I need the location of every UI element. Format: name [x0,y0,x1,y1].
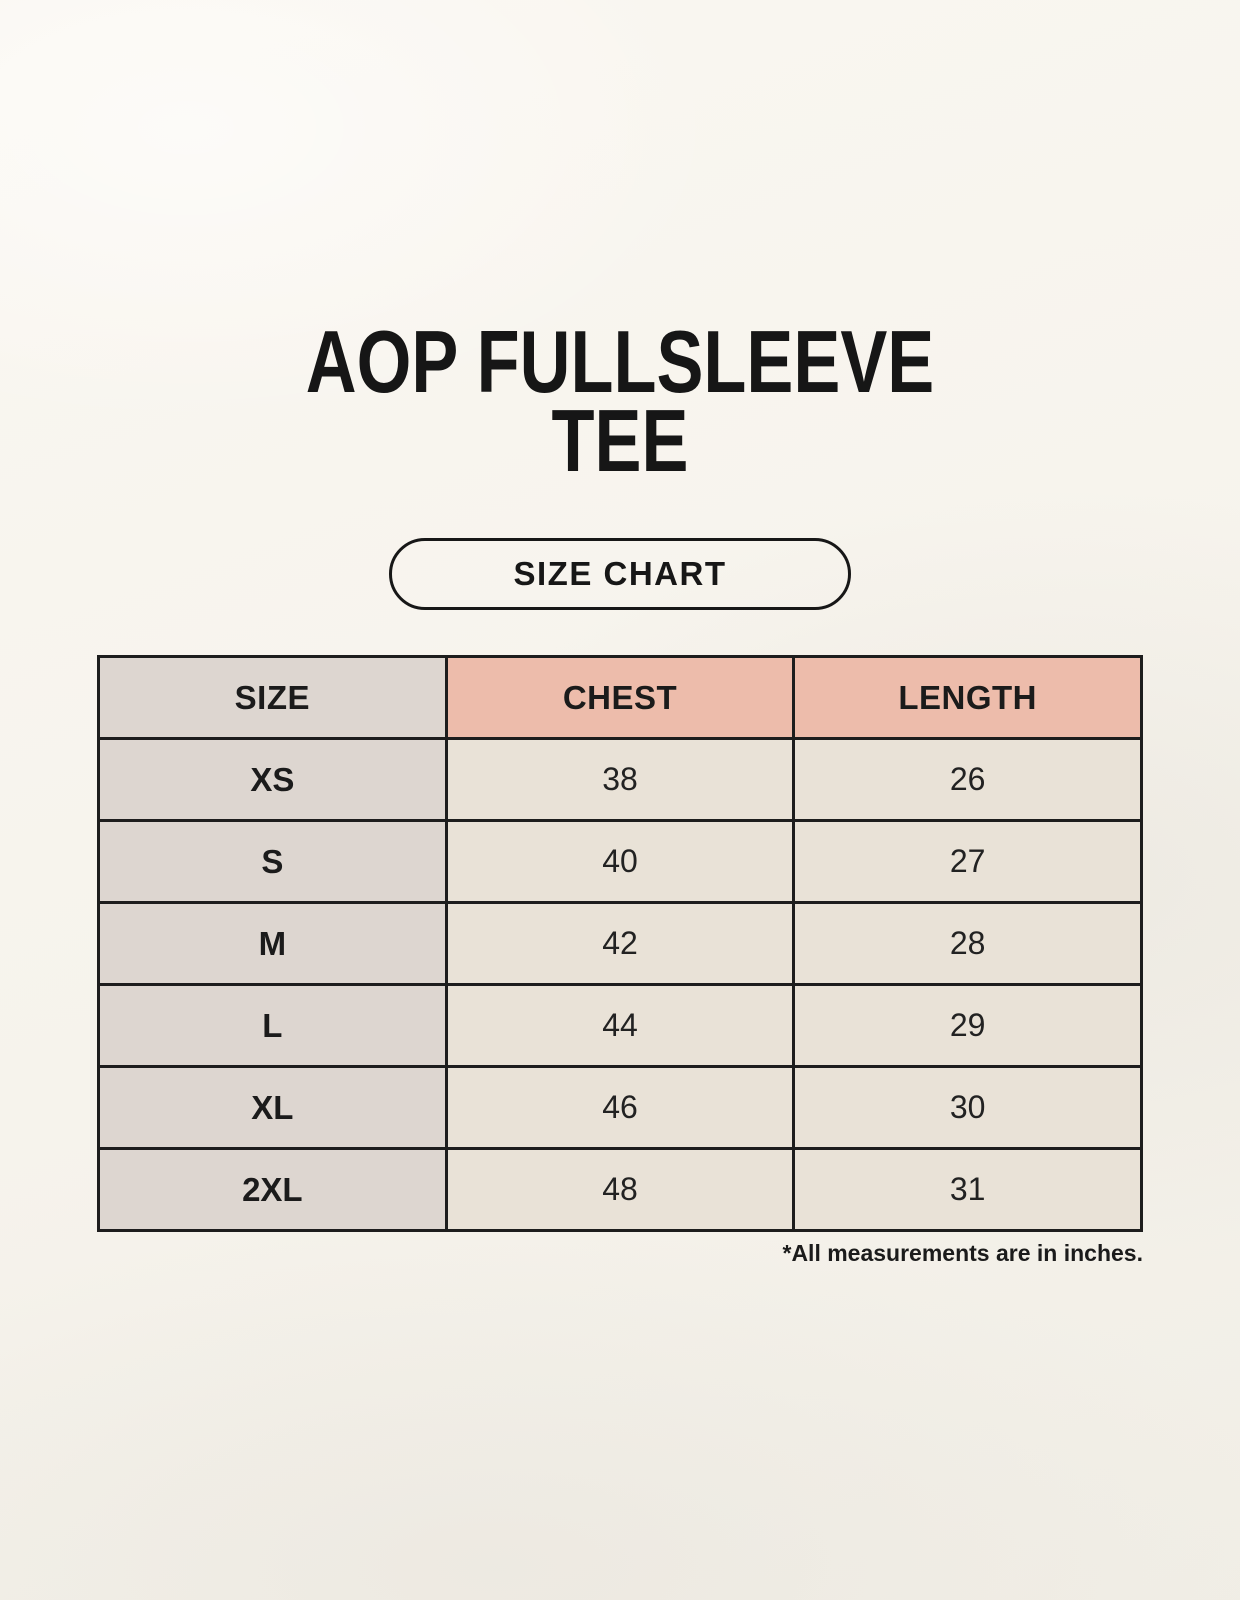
length-value: 27 [792,819,1143,904]
size-label-m: M [97,901,448,986]
table-row: L 44 29 [97,983,1143,1068]
chest-value: 44 [444,983,796,1068]
size-chart-button[interactable]: SIZE CHART [389,538,851,610]
chest-value: 48 [444,1147,796,1232]
table-header-row: SIZE CHEST LENGTH [97,655,1143,740]
length-value: 30 [792,1065,1143,1150]
column-header-size: SIZE [97,655,448,740]
table-row: S 40 27 [97,819,1143,904]
length-value: 29 [792,983,1143,1068]
size-label-s: S [97,819,448,904]
page-title: AOP FULLSLEEVE TEE [124,312,1116,490]
size-chart-table: SIZE CHEST LENGTH XS 38 26 S 40 27 M 42 … [97,655,1143,1232]
measurements-footnote: *All measurements are in inches. [782,1240,1144,1266]
column-header-length: LENGTH [792,655,1143,740]
length-value: 28 [792,901,1143,986]
length-value: 26 [792,737,1143,822]
page-title-line1: AOP FULLSLEEVE [305,312,935,411]
length-value: 31 [792,1147,1143,1232]
size-label-xs: XS [97,737,448,822]
table-row: M 42 28 [97,901,1143,986]
chest-value: 40 [444,819,796,904]
chest-value: 42 [444,901,796,986]
size-label-xl: XL [97,1065,448,1150]
chest-value: 38 [444,737,796,822]
chest-value: 46 [444,1065,796,1150]
column-header-chest: CHEST [444,655,796,740]
size-label-l: L [97,983,448,1068]
table-row: 2XL 48 31 [97,1147,1143,1232]
size-label-2xl: 2XL [97,1147,448,1232]
table-row: XS 38 26 [97,737,1143,822]
page-title-line2: TEE [551,391,689,490]
table-row: XL 46 30 [97,1065,1143,1150]
